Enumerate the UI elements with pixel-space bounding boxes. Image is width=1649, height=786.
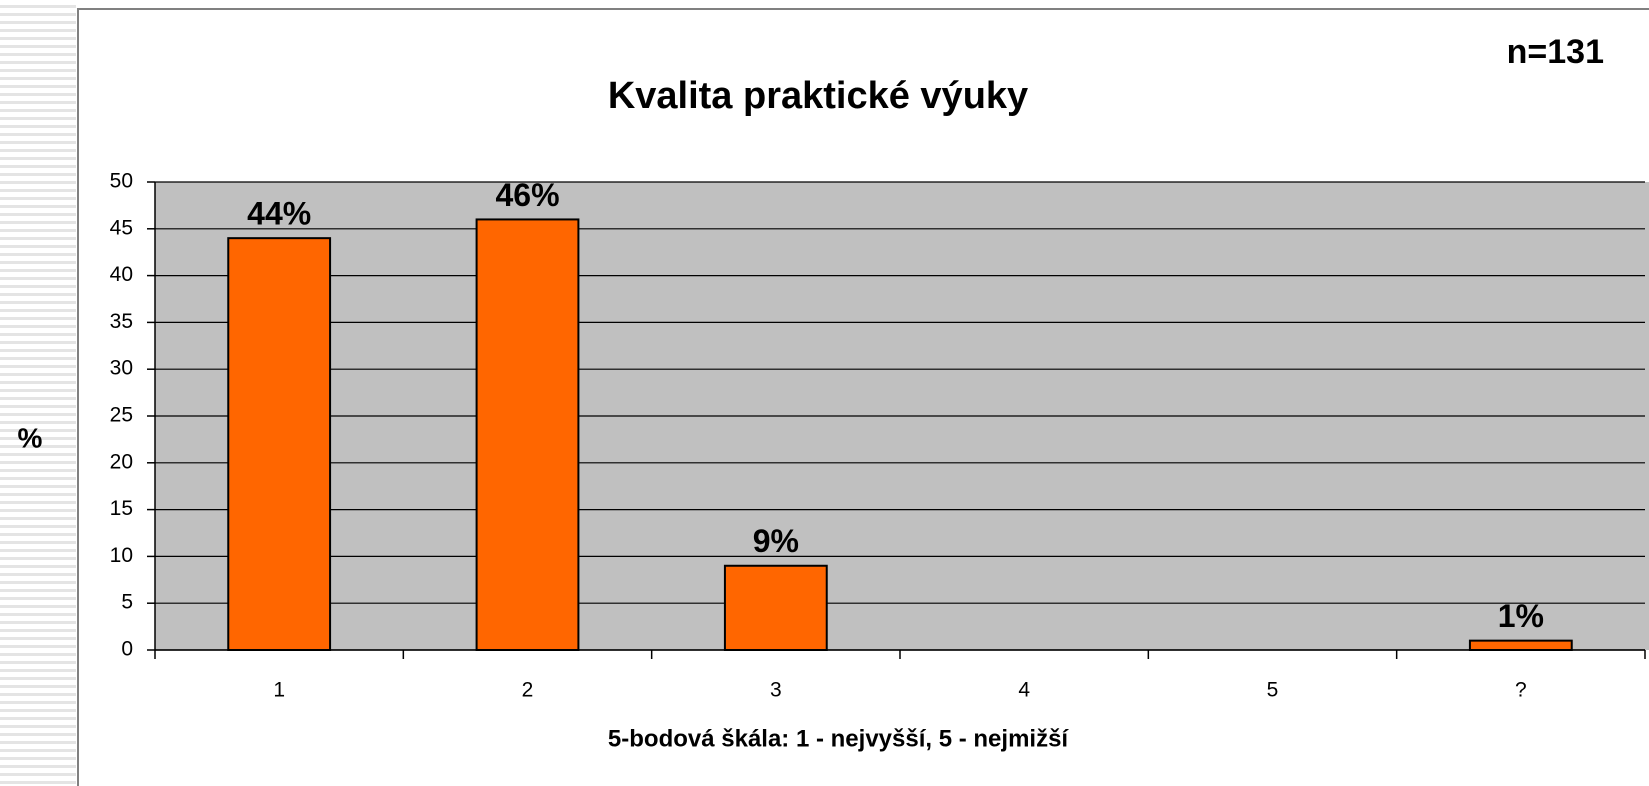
value-label: 44% (247, 196, 311, 232)
y-axis-label: % (18, 422, 43, 453)
x-tick-label: 3 (770, 679, 782, 702)
y-tick-label: 20 (110, 450, 133, 473)
y-tick-label: 15 (110, 497, 133, 520)
y-tick-label: 35 (110, 310, 133, 333)
y-tick-label: 30 (110, 357, 133, 380)
y-tick-label: 25 (110, 404, 133, 427)
bar (1468, 639, 1573, 652)
y-tick-label: 5 (121, 591, 133, 614)
x-axis-label: 5-bodová škála: 1 - nejvyšší, 5 - nejmiž… (608, 725, 1070, 752)
value-label: 1% (1498, 598, 1544, 634)
y-tick-label: 40 (110, 263, 133, 286)
x-tick-label: 5 (1267, 679, 1279, 702)
bar (227, 237, 332, 651)
y-tick-label: 45 (110, 216, 133, 239)
annotation: n=131 (1507, 33, 1604, 71)
side-pattern (0, 0, 76, 786)
bar (723, 564, 828, 652)
y-tick-label: 10 (110, 544, 133, 567)
chart-title: Kvalita praktické výuky (608, 75, 1028, 117)
bar (475, 218, 580, 651)
y-tick-label: 50 (110, 170, 133, 193)
value-label: 9% (753, 523, 799, 559)
x-tick-label: ? (1515, 679, 1527, 702)
x-tick-label: 4 (1018, 679, 1030, 702)
y-tick-label: 0 (121, 638, 133, 661)
value-label: 46% (495, 177, 559, 213)
x-tick-label: 2 (522, 679, 534, 702)
x-tick-label: 1 (273, 679, 285, 702)
